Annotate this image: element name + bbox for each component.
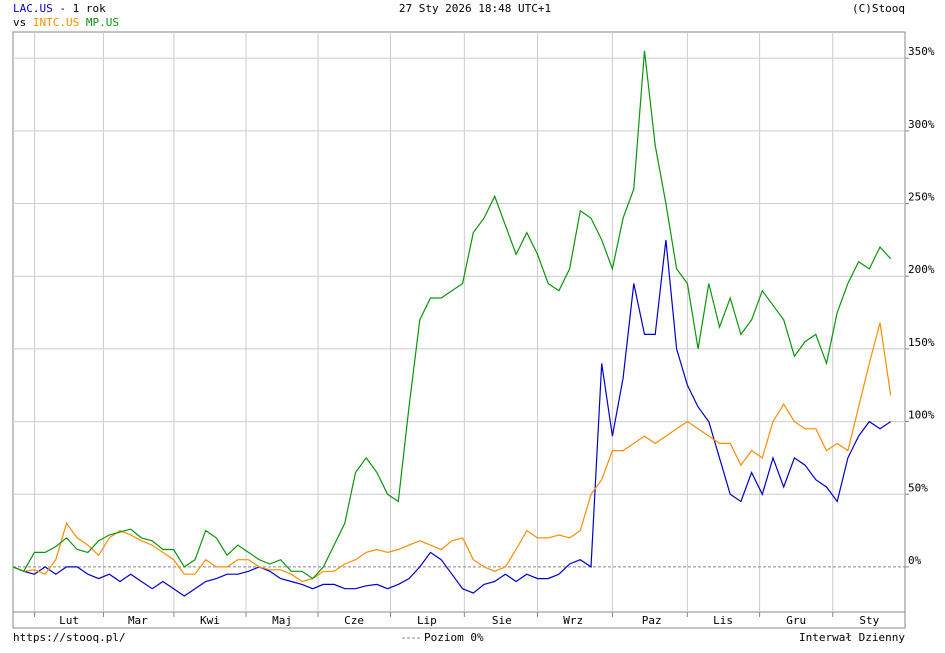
x-tick-label: Sty <box>859 614 879 627</box>
x-tick-label: Paz <box>642 614 662 627</box>
copyright: (C)Stooq <box>852 2 905 15</box>
date: 27 Sty 2026 18:48 UTC+1 <box>399 2 551 15</box>
y-tick-label: 150% <box>908 336 935 349</box>
legend-entry: MP.US <box>86 16 119 29</box>
x-tick-label: Gru <box>786 614 806 627</box>
series-line <box>12 239 892 597</box>
y-tick-label: 50% <box>908 481 928 494</box>
legend-entry: INTC.US <box>33 16 79 29</box>
series-line <box>12 50 892 580</box>
chart-title: - 1 rok <box>59 2 106 15</box>
x-tick-label: Lip <box>417 614 437 627</box>
x-tick-label: Wrz <box>563 614 583 627</box>
x-tick-label: Kwi <box>200 614 220 627</box>
series-line <box>12 322 892 583</box>
x-tick-label: Maj <box>272 614 292 627</box>
y-tick-label: 350% <box>908 45 935 58</box>
zero-line-label: Poziom 0% <box>424 631 484 644</box>
source: https://stooq.pl/ <box>13 631 126 644</box>
x-tick-label: Mar <box>128 614 148 627</box>
x-tick-label: Cze <box>344 614 364 627</box>
interval: Interwał Dzienny <box>799 631 905 644</box>
y-tick-label: 300% <box>908 118 935 131</box>
y-tick-label: 100% <box>908 409 935 422</box>
y-tick-label: 0% <box>908 554 922 567</box>
y-tick-label: 200% <box>908 263 935 276</box>
legend-entry: LAC.US <box>13 2 53 15</box>
y-tick-label: 250% <box>908 191 935 204</box>
vs-label: vs <box>13 16 26 29</box>
header-line2: vs INTC.US MP.US <box>13 16 119 29</box>
x-tick-label: Lis <box>713 614 733 627</box>
x-tick-label: Sie <box>492 614 512 627</box>
x-tick-label: Lut <box>59 614 79 627</box>
header-line1: LAC.US - 1 rok <box>13 2 106 15</box>
